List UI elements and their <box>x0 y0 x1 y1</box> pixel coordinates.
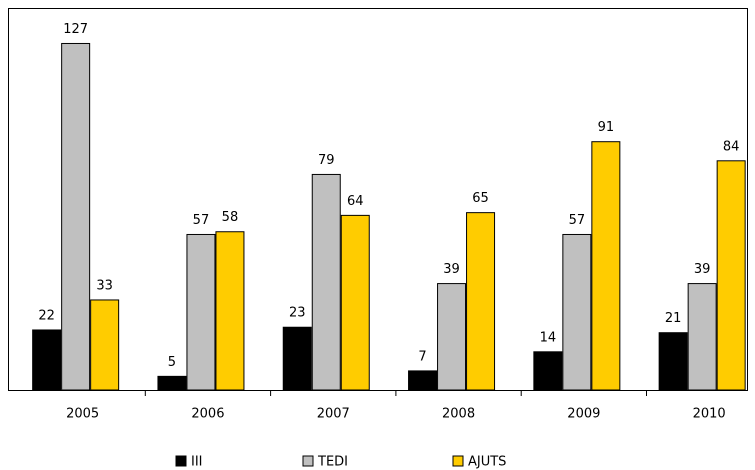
data-label: 84 <box>723 139 740 154</box>
data-label: 5 <box>168 355 176 370</box>
bar <box>716 160 746 391</box>
bar <box>90 299 120 391</box>
data-label: 33 <box>96 278 113 293</box>
data-label: 65 <box>472 191 489 206</box>
legend-swatch <box>302 455 314 467</box>
legend-swatch <box>175 455 187 467</box>
bar <box>562 233 592 391</box>
bar <box>658 332 688 391</box>
data-label: 23 <box>289 306 306 321</box>
data-label: 57 <box>569 213 586 228</box>
data-label: 7 <box>418 349 426 364</box>
bar <box>32 329 62 391</box>
data-label: 39 <box>443 262 460 277</box>
legend-label: TEDI <box>317 455 348 470</box>
data-label: 127 <box>63 22 88 37</box>
bar <box>466 212 496 391</box>
data-label: 22 <box>38 308 55 323</box>
legend-label: AJUTS <box>468 455 506 470</box>
x-tick-label: 2005 <box>66 407 99 422</box>
x-tick-label: 2008 <box>442 407 475 422</box>
data-label: 57 <box>193 213 210 228</box>
bar <box>437 283 467 391</box>
bar <box>533 351 563 391</box>
bar <box>282 326 312 391</box>
legend-swatch <box>452 455 464 467</box>
bar <box>215 231 245 391</box>
plot-frame <box>8 8 748 391</box>
bar <box>408 370 438 391</box>
x-tick-label: 2007 <box>317 407 350 422</box>
bar <box>186 233 216 391</box>
data-label: 64 <box>347 194 364 209</box>
bar <box>687 283 717 391</box>
x-tick-label: 2010 <box>693 407 726 422</box>
data-label: 14 <box>540 330 557 345</box>
bar <box>61 42 91 391</box>
x-tick-label: 2006 <box>191 407 224 422</box>
legend-label: III <box>191 455 203 470</box>
data-label: 58 <box>222 210 239 225</box>
x-tick-label: 2009 <box>567 407 600 422</box>
data-label: 21 <box>665 311 682 326</box>
data-label: 79 <box>318 153 335 168</box>
data-label: 39 <box>694 262 711 277</box>
bar <box>311 173 341 391</box>
data-label: 91 <box>598 120 615 135</box>
bar <box>340 214 370 391</box>
bar <box>591 141 621 391</box>
bar <box>157 375 187 391</box>
